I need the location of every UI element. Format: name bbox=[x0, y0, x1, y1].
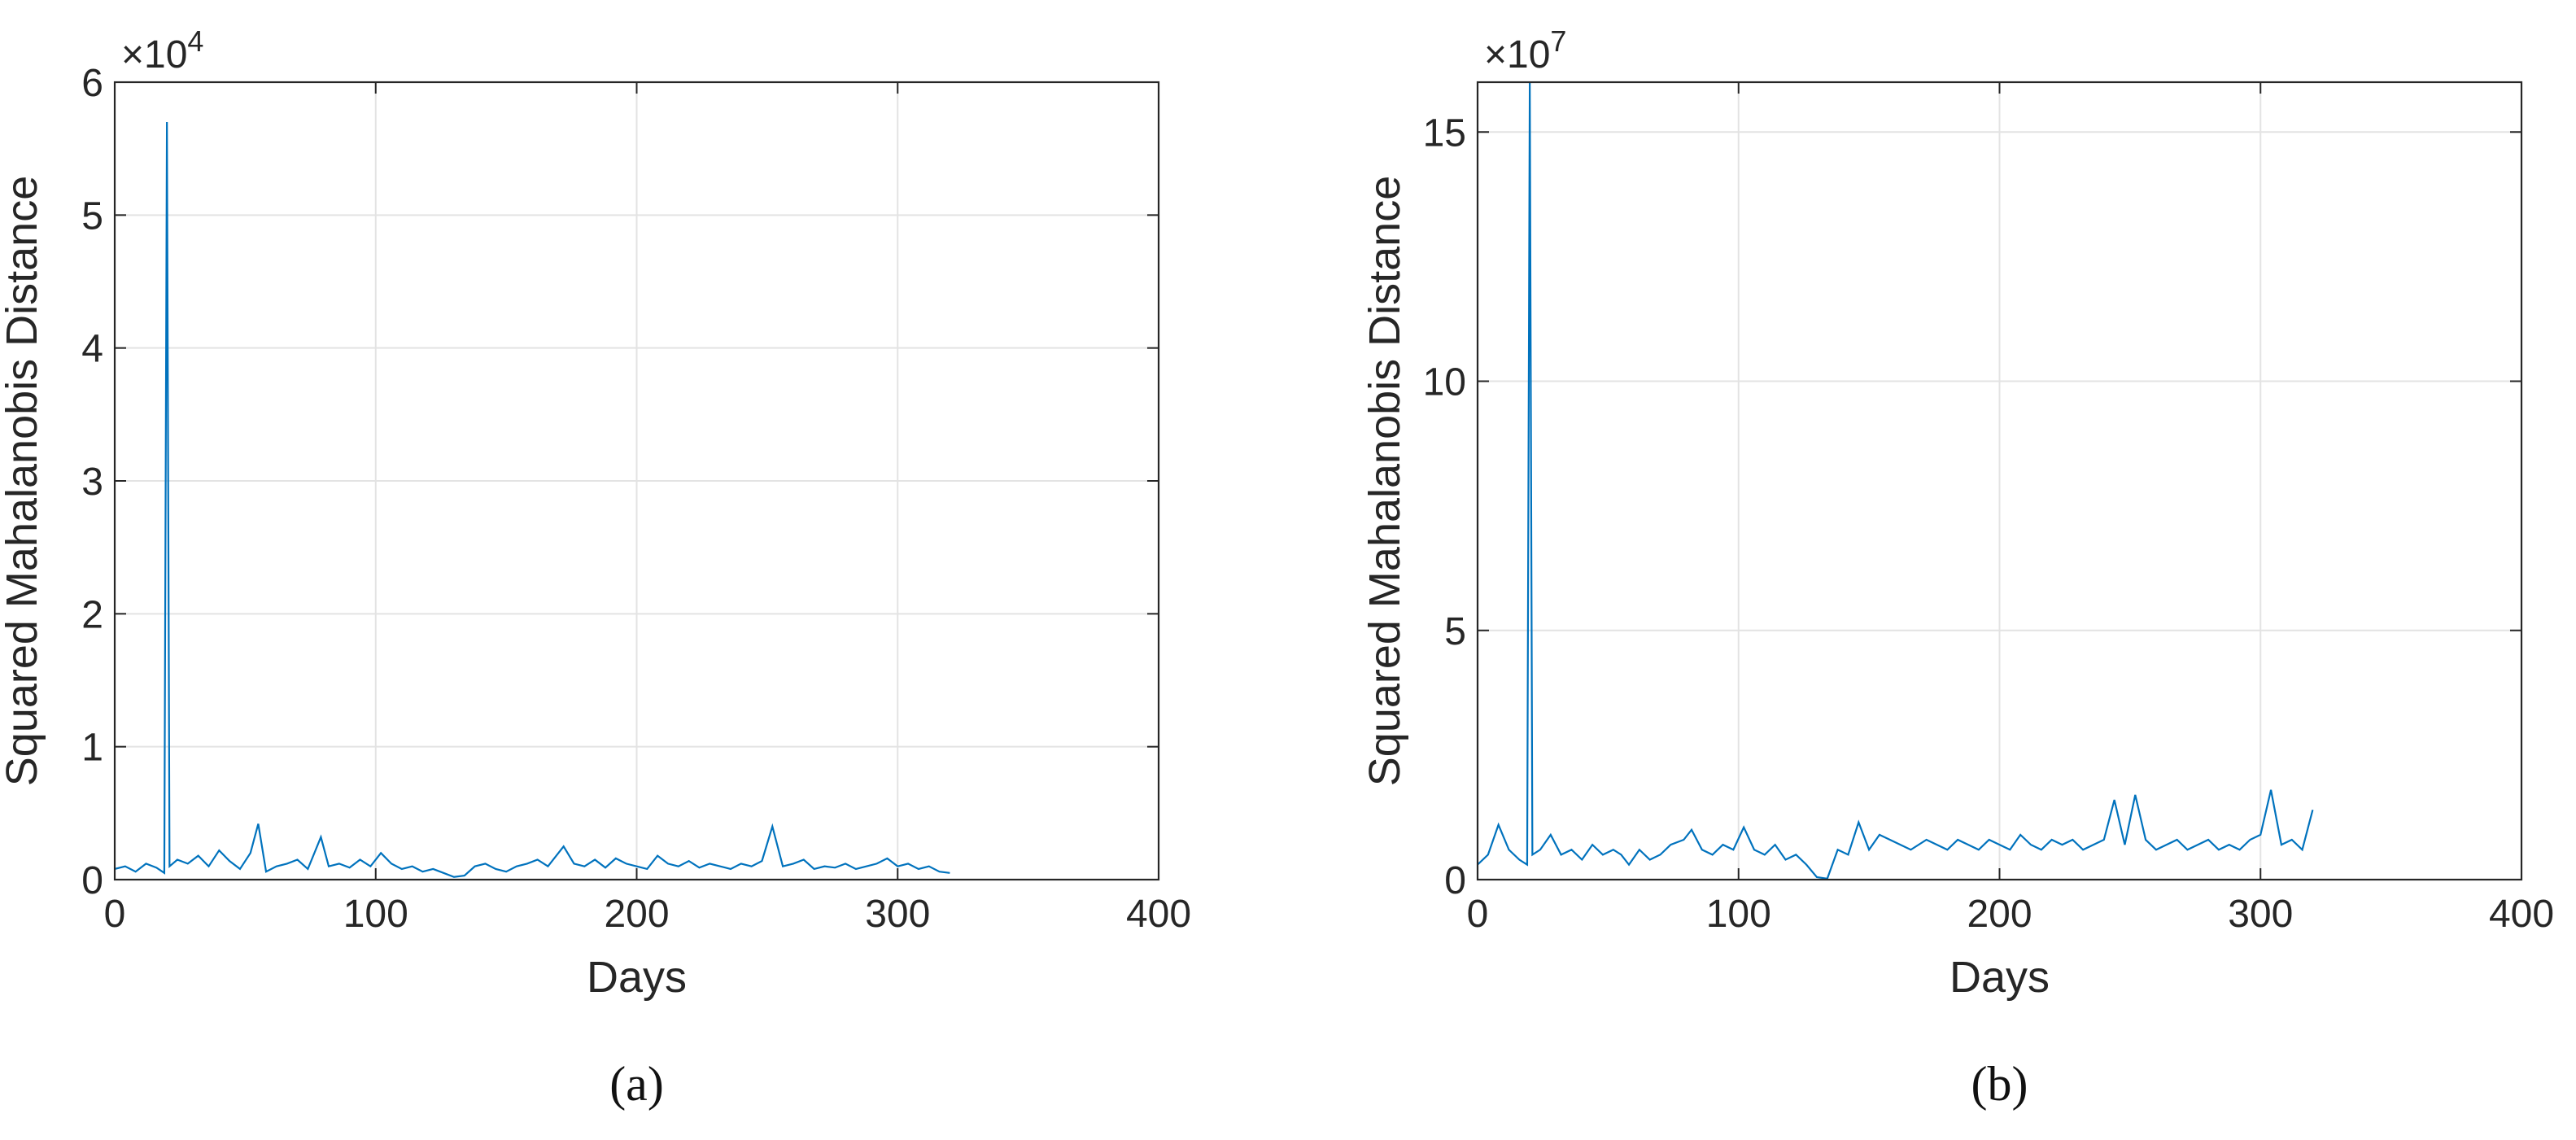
axes-box bbox=[1476, 81, 2523, 881]
y-tick-label: 0 bbox=[1444, 859, 1466, 902]
panel-label: (a) bbox=[609, 1057, 664, 1111]
y-tick-label: 5 bbox=[1444, 610, 1466, 653]
x-tick-label: 0 bbox=[1467, 893, 1489, 936]
y-exponent-base: ×10 bbox=[121, 33, 187, 76]
data-line bbox=[1478, 82, 2314, 880]
y-exponent-power: 7 bbox=[1550, 24, 1566, 58]
y-tick-label: 15 bbox=[1423, 111, 1466, 155]
y-tick-label: 0 bbox=[81, 859, 103, 902]
y-tick-label: 5 bbox=[81, 194, 103, 238]
y-exponent-base: ×10 bbox=[1484, 33, 1550, 76]
y-tick-label: 3 bbox=[81, 461, 103, 504]
x-tick-label: 200 bbox=[604, 893, 669, 936]
x-axis-label: Days bbox=[1949, 953, 2050, 1002]
y-tick-label: 10 bbox=[1423, 361, 1466, 404]
panel-label: (b) bbox=[1971, 1057, 2028, 1111]
data-group bbox=[115, 121, 950, 878]
y-axis-label: Squared Mahalanobis Distance bbox=[1360, 176, 1409, 786]
y-tick-label: 1 bbox=[81, 727, 103, 770]
y-tick-label: 6 bbox=[81, 62, 103, 105]
data-line bbox=[115, 121, 950, 878]
y-tick-label: 2 bbox=[81, 593, 103, 636]
y-exponent: ×107 bbox=[1484, 24, 1566, 76]
chart-panel: 0 100 200 300 400 0 5 10 15 ×107 Days Squared Mahal… bbox=[1360, 24, 2554, 1111]
y-exponent: ×104 bbox=[121, 24, 203, 76]
x-tick-label: 100 bbox=[343, 893, 408, 936]
data-group bbox=[1478, 82, 2314, 880]
y-tick-label: 4 bbox=[81, 328, 103, 371]
axes-box bbox=[113, 81, 1160, 881]
x-tick-label: 200 bbox=[1967, 893, 2032, 936]
y-axis-label: Squared Mahalanobis Distance bbox=[0, 176, 46, 786]
x-tick-label: 100 bbox=[1706, 893, 1771, 936]
x-tick-label: 300 bbox=[865, 893, 930, 936]
x-tick-label: 400 bbox=[1126, 893, 1191, 936]
x-tick-label: 400 bbox=[2489, 893, 2554, 936]
x-axis-label: Days bbox=[587, 953, 687, 1002]
y-exponent-power: 4 bbox=[187, 24, 203, 58]
x-tick-label: 0 bbox=[104, 893, 126, 936]
x-tick-label: 300 bbox=[2228, 893, 2293, 936]
